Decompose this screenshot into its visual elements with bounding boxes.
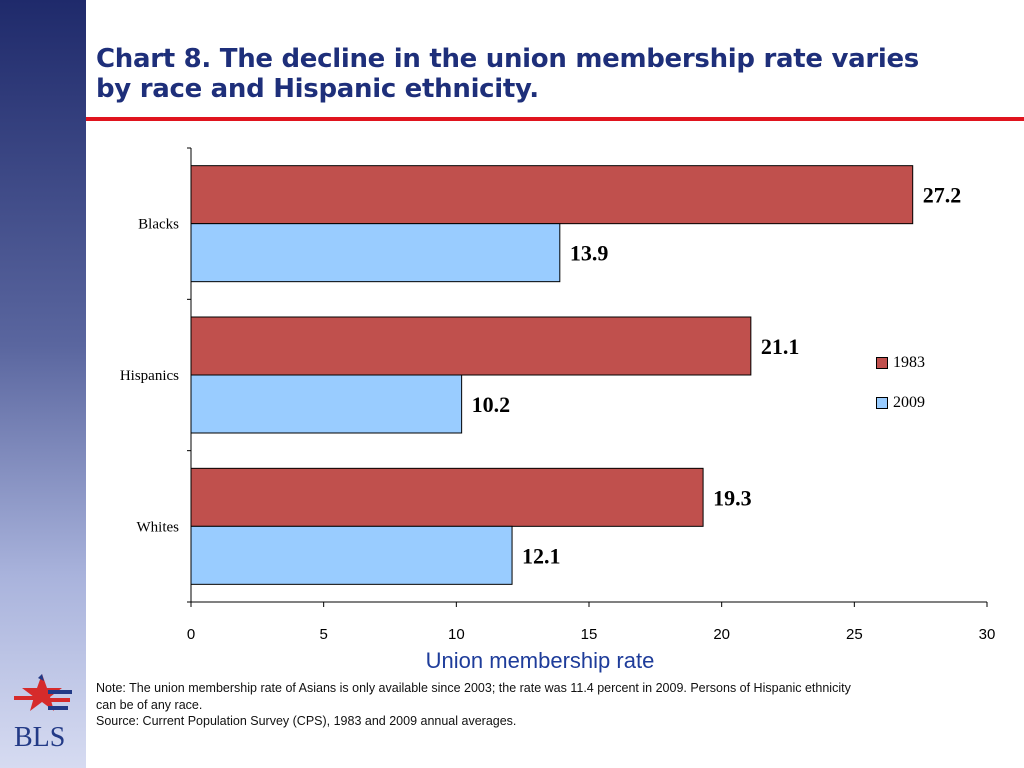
x-tick-label: 10	[448, 626, 465, 643]
data-label-2009: 12.1	[522, 543, 561, 568]
data-label-2009: 13.9	[570, 241, 609, 266]
x-tick-label: 25	[846, 626, 863, 643]
x-axis-title: Union membership rate	[425, 648, 655, 673]
legend-label-1983: 1983	[893, 354, 925, 371]
legend-label-2009: 2009	[893, 394, 925, 411]
note-line-1: Note: The union membership rate of Asian…	[96, 681, 851, 695]
bar-2009	[190, 223, 561, 283]
legend-item-1983: 1983	[876, 354, 925, 374]
slide-title: Chart 8. The decline in the union member…	[96, 44, 996, 104]
bar-1983	[190, 467, 704, 527]
x-tick-label: 5	[319, 626, 327, 643]
title-line-1: Chart 8. The decline in the union member…	[96, 44, 919, 74]
star-flag-icon	[14, 674, 72, 711]
category-label: Hispanics	[120, 368, 179, 384]
x-tick-label: 0	[187, 626, 195, 643]
data-label-1983: 19.3	[713, 485, 752, 510]
data-label-1983: 21.1	[761, 334, 800, 359]
bar-2009	[190, 525, 513, 585]
chart-notes: Note: The union membership rate of Asian…	[96, 680, 976, 730]
chart-legend: 1983 2009	[876, 354, 925, 434]
data-label-1983: 27.2	[923, 183, 962, 208]
legend-swatch-1983	[876, 357, 888, 369]
note-line-2: can be of any race.	[96, 697, 203, 712]
legend-swatch-2009	[876, 397, 888, 409]
x-tick-label: 15	[581, 626, 598, 643]
x-tick-label: 30	[979, 626, 996, 643]
category-label: Blacks	[138, 217, 179, 233]
legend-item-2009: 2009	[876, 394, 925, 414]
bar-2009	[190, 374, 463, 434]
category-label: Whites	[137, 519, 180, 535]
sidebar-gradient	[0, 0, 86, 768]
bls-logo-text: BLS	[14, 722, 66, 753]
title-line-2: by race and Hispanic ethnicity.	[96, 74, 539, 104]
bar-1983	[190, 165, 914, 225]
header-divider	[86, 117, 1024, 121]
data-label-2009: 10.2	[472, 392, 511, 417]
source-line: Source: Current Population Survey (CPS),…	[96, 714, 517, 728]
bar-1983	[190, 316, 752, 376]
x-tick-label: 20	[713, 626, 730, 643]
